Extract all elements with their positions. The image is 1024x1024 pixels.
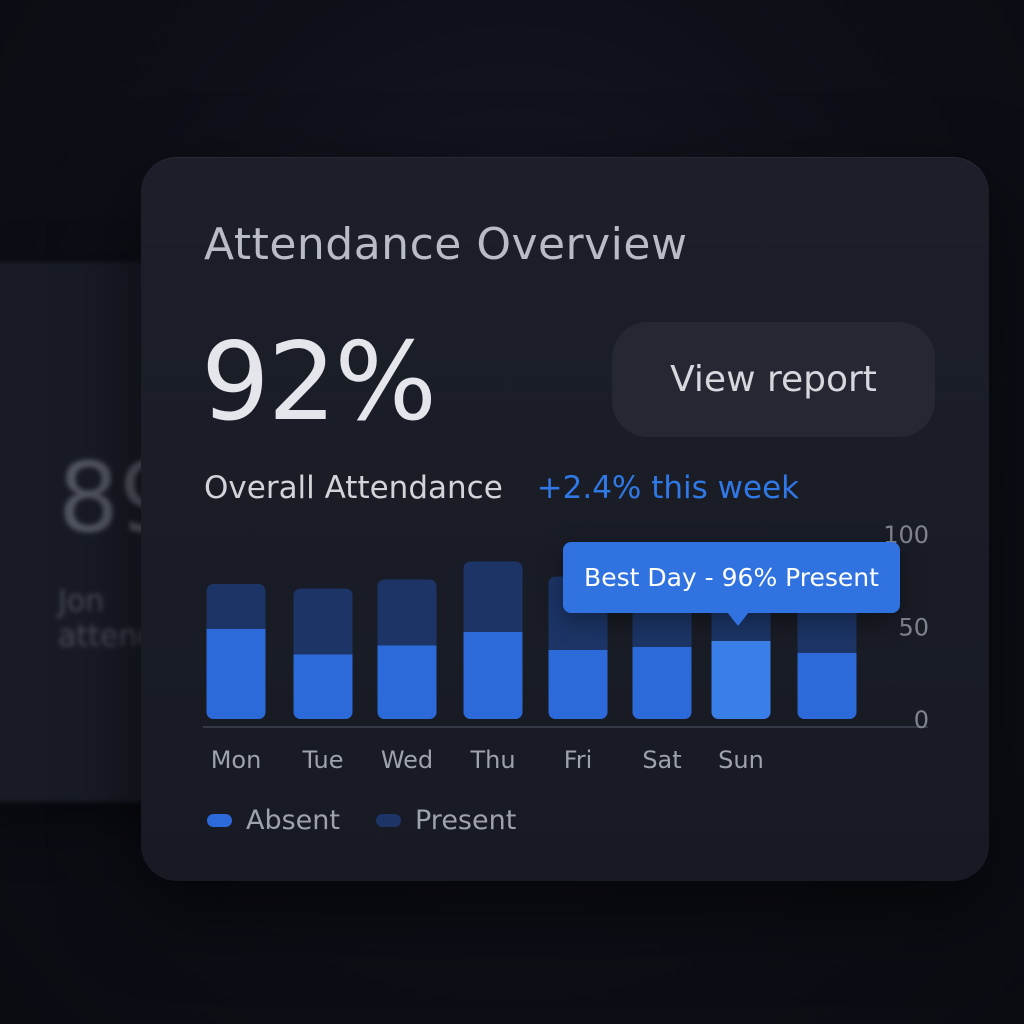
x-tick-sun: Sun <box>718 746 764 774</box>
x-tick-mon: Mon <box>211 746 262 774</box>
bar-absent-edge-thu <box>463 632 523 640</box>
legend-label-present: Present <box>415 805 517 836</box>
x-tick-sat: Sat <box>642 746 681 774</box>
legend-item-absent: Absent <box>207 805 340 836</box>
bar-absent-wed <box>377 645 437 719</box>
bar-absent-tue <box>293 654 353 719</box>
legend-swatch-absent <box>207 814 232 827</box>
bar-absent-fri <box>548 650 608 719</box>
attendance-percentage: 92% <box>201 320 437 445</box>
bar-absent-edge-tue <box>293 654 353 663</box>
overall-attendance-label: Overall Attendance <box>204 470 503 506</box>
legend-item-present: Present <box>376 805 516 836</box>
bar-absent-edge-sat <box>632 647 692 655</box>
bar-absent-mon <box>206 629 266 719</box>
card-title: Attendance Overview <box>204 219 688 270</box>
attendance-subline: Overall Attendance +2.4% this week <box>204 470 799 506</box>
y-tick-0: 0 <box>914 706 929 734</box>
bar-absent-sun <box>711 641 771 719</box>
bar-absent-edge-wed <box>377 645 437 654</box>
x-tick-tue: Tue <box>302 746 344 774</box>
best-day-tooltip: Best Day - 96% Present <box>563 542 900 613</box>
legend-label-absent: Absent <box>246 805 340 836</box>
bar-absent-edge-fri <box>548 650 608 658</box>
x-tick-thu: Thu <box>469 746 515 774</box>
x-tick-wed: Wed <box>381 746 433 774</box>
weekly-change-text: +2.4% this week <box>536 470 800 506</box>
bar-absent-edge-mon <box>206 629 266 637</box>
chart-legend: Absent Present <box>207 805 552 836</box>
bar-absent-thu <box>463 632 523 719</box>
x-tick-fri: Fri <box>564 746 593 774</box>
bar-absent-edge-extra <box>797 653 857 661</box>
legend-swatch-present <box>376 814 401 827</box>
attendance-card: Attendance Overview 92% View report Over… <box>141 157 989 881</box>
tooltip-pointer <box>727 612 749 626</box>
view-report-button[interactable]: View report <box>612 322 935 437</box>
bar-absent-extra <box>797 653 857 719</box>
bar-absent-edge-sun <box>711 641 771 649</box>
y-tick-50: 50 <box>898 614 929 642</box>
bar-absent-sat <box>632 647 692 719</box>
